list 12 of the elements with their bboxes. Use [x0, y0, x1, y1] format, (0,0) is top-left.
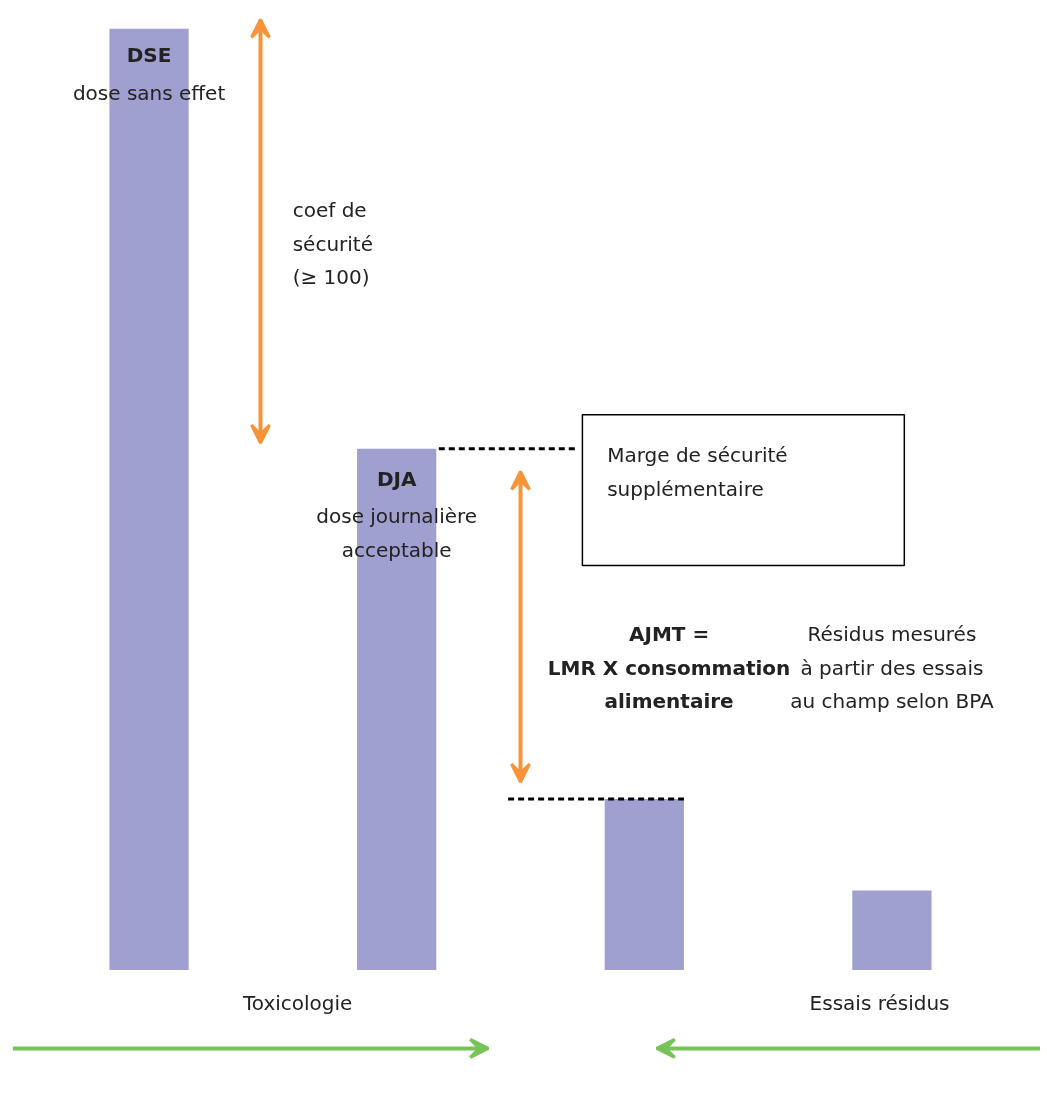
annotation: DJA [376, 466, 417, 491]
annotation: dose sans effet [72, 80, 226, 105]
annotation: coef de sécurité (≥ 100) [292, 198, 374, 290]
bar [604, 799, 684, 970]
annotation: dose journalière acceptable [316, 504, 478, 562]
annotation: AJMT = LMR X consommation alimentaire [547, 622, 791, 714]
text: Essais résidus [809, 990, 950, 1015]
text: Toxicologie [241, 990, 353, 1015]
annotation: Marge de sécurité supplémentaire [607, 443, 788, 501]
annotation: DSE [126, 42, 172, 67]
annotation: Résidus mesurés à partir des essais au champ selon BPA [790, 622, 994, 714]
bar [852, 890, 932, 970]
